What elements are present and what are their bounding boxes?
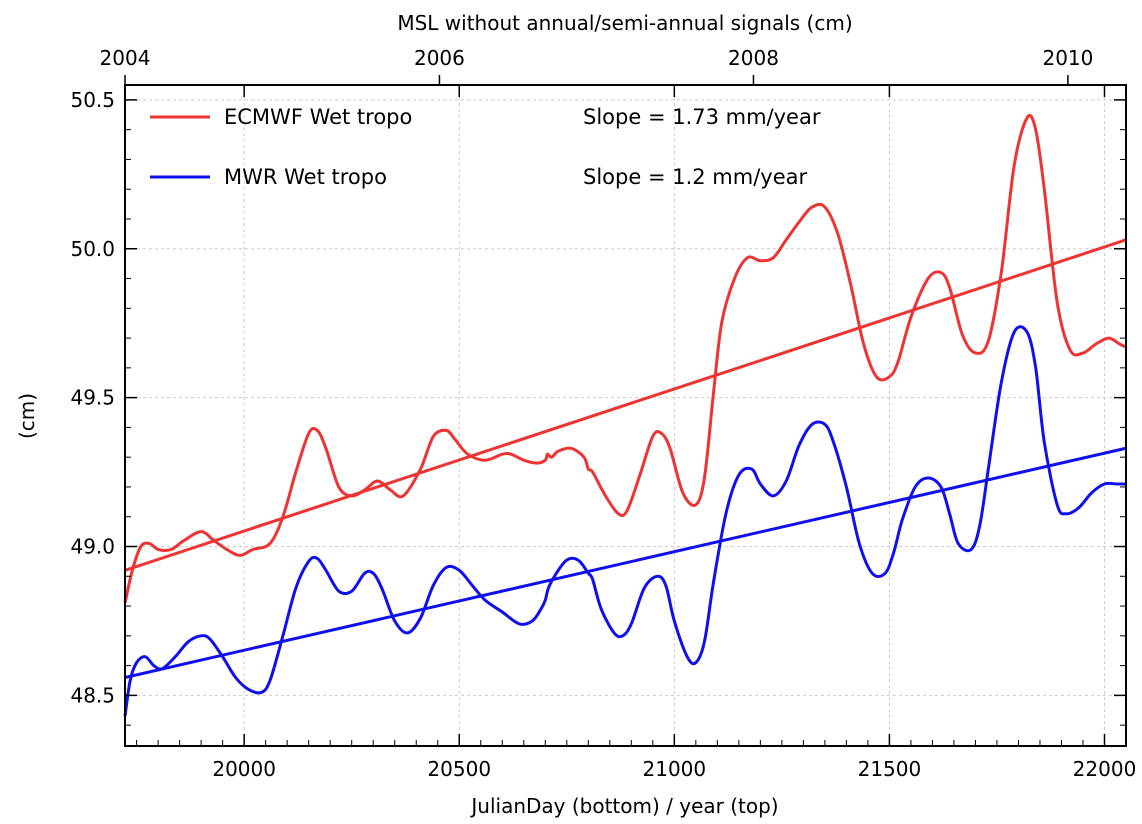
x-tick-label: 22000 [1073,757,1137,781]
ticks [124,75,1127,746]
legend-label-ecmwf: ECMWF Wet tropo [224,105,412,129]
trend-line-0 [124,238,1127,572]
y-tick-label: 50.5 [70,88,115,112]
legend: ECMWF Wet tropo MWR Wet tropo Slope = 1.… [150,105,821,189]
x-tick-label: 21500 [858,757,922,781]
top-year-label: 2010 [1042,46,1093,70]
trend-line-1 [124,446,1127,679]
x-axis-label: JulianDay (bottom) / year (top) [469,794,778,818]
y-tick-label: 48.5 [70,683,115,707]
series-line-1 [123,325,1126,717]
x-tick-label: 21000 [643,757,707,781]
top-year-label: 2008 [728,46,779,70]
legend-label-mwr: MWR Wet tropo [224,165,387,189]
slope-label-ecmwf: Slope = 1.73 mm/year [583,105,821,129]
plot-frame [124,84,1127,747]
y-axis-label: (cm) [15,393,39,439]
top-year-label: 2004 [100,46,151,70]
chart-title: MSL without annual/semi-annual signals (… [397,11,852,35]
tick-labels: 20000 20500 21000 21500 22000 48.5 49.0 49.5 50.… [70,46,1136,781]
y-tick-label: 49.0 [70,535,115,559]
x-tick-label: 20500 [427,757,491,781]
y-tick-label: 49.5 [70,386,115,410]
series-line-0 [123,113,1127,604]
top-year-label: 2006 [414,46,465,70]
slope-label-mwr: Slope = 1.2 mm/year [583,165,807,189]
x-tick-label: 20000 [212,757,276,781]
series-layer [123,113,1127,717]
y-tick-label: 50.0 [70,237,115,261]
